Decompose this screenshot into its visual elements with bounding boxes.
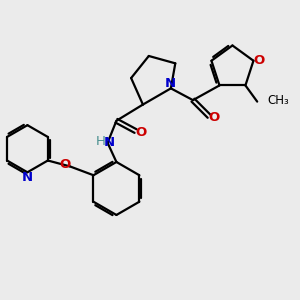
Text: O: O	[59, 158, 70, 171]
Text: N: N	[103, 136, 115, 149]
Text: N: N	[22, 171, 33, 184]
Text: H: H	[96, 135, 106, 148]
Text: O: O	[209, 111, 220, 124]
Text: O: O	[135, 126, 146, 139]
Text: CH₃: CH₃	[268, 94, 289, 106]
Text: N: N	[165, 77, 176, 90]
Text: O: O	[253, 54, 264, 67]
